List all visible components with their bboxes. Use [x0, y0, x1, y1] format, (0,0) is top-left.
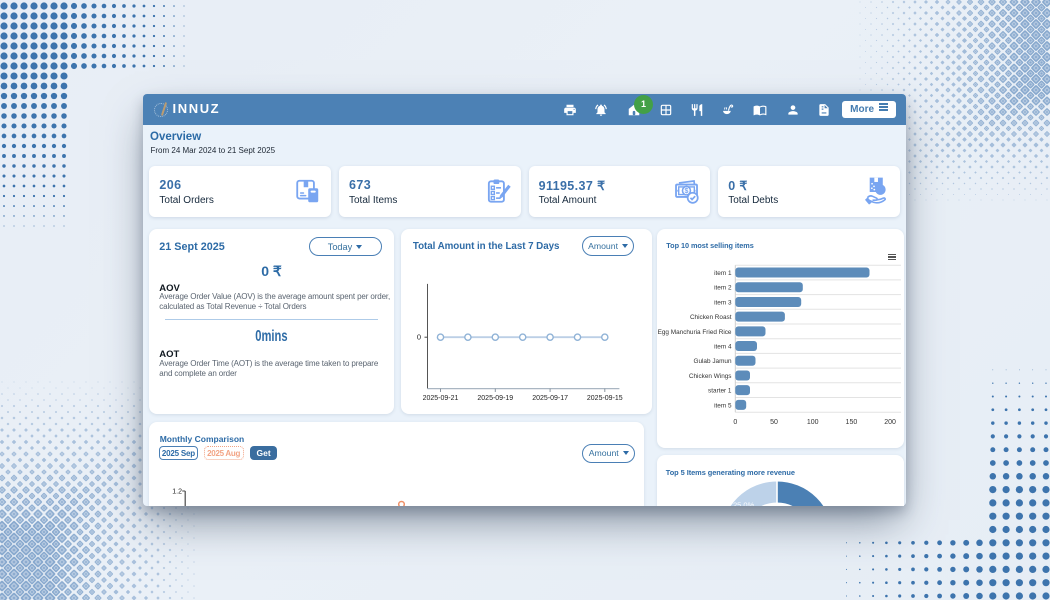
svg-text:50: 50: [770, 419, 778, 426]
svg-text:2025-09-21: 2025-09-21: [423, 395, 459, 402]
svg-text:0: 0: [733, 419, 737, 426]
svg-text:Chicken Roast: Chicken Roast: [690, 314, 732, 321]
svg-text:200: 200: [884, 419, 896, 426]
svg-text:2025-09-19: 2025-09-19: [477, 395, 513, 402]
svg-text:100: 100: [807, 419, 819, 426]
svg-text:2025-09-15: 2025-09-15: [587, 395, 623, 402]
svg-text:item 5: item 5: [714, 402, 732, 409]
svg-text:$: $: [685, 188, 689, 195]
svg-text:item 3: item 3: [714, 299, 732, 306]
svg-text:0: 0: [417, 333, 421, 342]
svg-text:Egg Manchuria Fried Rice: Egg Manchuria Fried Rice: [658, 329, 732, 336]
svg-text:item 4: item 4: [714, 344, 732, 351]
svg-text:25.0%: 25.0%: [733, 500, 755, 506]
svg-text:Gulab Jamun: Gulab Jamun: [693, 358, 731, 365]
svg-text:150: 150: [846, 419, 858, 426]
svg-text:1.2: 1.2: [172, 488, 182, 495]
svg-text:item 1: item 1: [714, 270, 732, 277]
svg-text:Chicken Wings: Chicken Wings: [689, 373, 732, 380]
svg-text:starter 1: starter 1: [708, 388, 732, 395]
svg-text:item 2: item 2: [714, 285, 732, 292]
svg-text:2025-09-17: 2025-09-17: [532, 395, 568, 402]
